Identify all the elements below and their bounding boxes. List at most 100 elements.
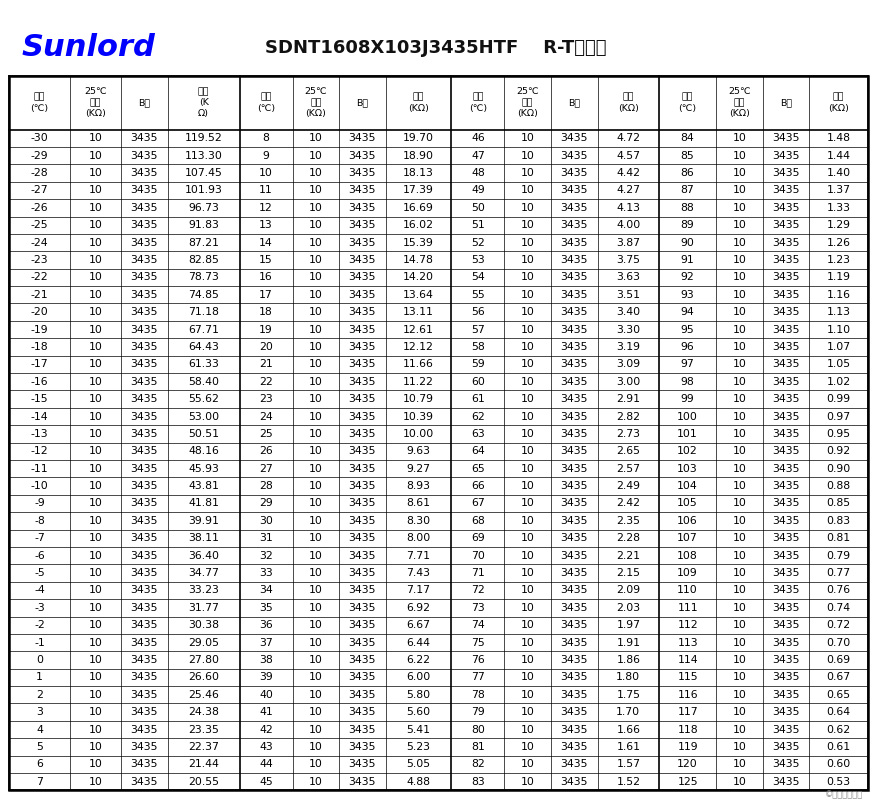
Text: 96.73: 96.73	[188, 203, 219, 213]
Text: 5.05: 5.05	[406, 759, 431, 770]
Text: 71.18: 71.18	[188, 307, 219, 317]
Text: 3435: 3435	[349, 307, 376, 317]
Text: 2.09: 2.09	[617, 586, 640, 595]
Text: 10: 10	[89, 377, 103, 386]
Text: 94: 94	[681, 307, 694, 317]
Text: 13.64: 13.64	[403, 290, 434, 300]
Text: 温度
(℃): 温度 (℃)	[31, 93, 49, 113]
Text: 4.88: 4.88	[406, 777, 431, 786]
Text: 3435: 3435	[773, 568, 800, 578]
Text: 4.42: 4.42	[617, 168, 640, 178]
Text: 25℃
阻値
(KΩ): 25℃ 阻値 (KΩ)	[85, 87, 107, 118]
Text: 107.45: 107.45	[185, 168, 222, 178]
Text: 115: 115	[678, 672, 698, 682]
Text: 55.62: 55.62	[188, 394, 219, 404]
Text: 3435: 3435	[131, 168, 158, 178]
Text: 0.95: 0.95	[827, 429, 850, 439]
Text: 22.37: 22.37	[188, 742, 219, 752]
Text: 25℃
阻値
(KΩ): 25℃ 阻値 (KΩ)	[516, 87, 539, 118]
Text: 3.40: 3.40	[617, 307, 640, 317]
Text: 85: 85	[681, 150, 694, 161]
Text: 10: 10	[89, 255, 103, 265]
Text: 109: 109	[678, 568, 698, 578]
Text: 3435: 3435	[561, 394, 588, 404]
Text: 3435: 3435	[349, 498, 376, 509]
Text: 10: 10	[521, 725, 535, 734]
Text: 10: 10	[732, 742, 746, 752]
Text: 10: 10	[732, 150, 746, 161]
Text: 10: 10	[521, 655, 535, 665]
Text: 3435: 3435	[773, 168, 800, 178]
Text: 8.61: 8.61	[406, 498, 431, 509]
Text: Sunlord: Sunlord	[22, 34, 156, 62]
Text: 16.02: 16.02	[403, 220, 434, 230]
Text: 10: 10	[89, 307, 103, 317]
Text: 95: 95	[681, 325, 694, 334]
Text: 10: 10	[521, 759, 535, 770]
Text: 3435: 3435	[349, 168, 376, 178]
Text: 3435: 3435	[773, 550, 800, 561]
Text: 3435: 3435	[561, 238, 588, 248]
Text: 10: 10	[309, 655, 323, 665]
Text: 10: 10	[309, 203, 323, 213]
Text: 10: 10	[732, 498, 746, 509]
Text: 3435: 3435	[773, 307, 800, 317]
Text: 27.80: 27.80	[188, 655, 219, 665]
Text: 3435: 3435	[131, 568, 158, 578]
Text: 3435: 3435	[349, 742, 376, 752]
Text: 19: 19	[259, 325, 273, 334]
Text: -13: -13	[31, 429, 48, 439]
Text: 64.43: 64.43	[188, 342, 219, 352]
Text: 83: 83	[471, 777, 485, 786]
Text: B値: B値	[357, 98, 369, 107]
Text: 1.86: 1.86	[617, 655, 640, 665]
Text: 10: 10	[521, 238, 535, 248]
Text: 3435: 3435	[131, 777, 158, 786]
Text: 8: 8	[262, 134, 269, 143]
Text: -7: -7	[34, 534, 44, 543]
Text: 62: 62	[471, 411, 485, 422]
Text: 14.78: 14.78	[403, 255, 434, 265]
Text: 73: 73	[471, 603, 485, 613]
Text: 111: 111	[678, 603, 698, 613]
Text: 4.57: 4.57	[617, 150, 640, 161]
Text: 3435: 3435	[131, 429, 158, 439]
Text: 3435: 3435	[349, 759, 376, 770]
Text: 7.71: 7.71	[406, 550, 431, 561]
Text: 3435: 3435	[773, 620, 800, 630]
Text: 3435: 3435	[349, 272, 376, 282]
Text: 30: 30	[259, 516, 273, 526]
Text: 0.69: 0.69	[827, 655, 850, 665]
Text: 79: 79	[471, 707, 485, 717]
Text: 74.85: 74.85	[188, 290, 219, 300]
Text: 10: 10	[521, 272, 535, 282]
Text: 4.13: 4.13	[617, 203, 640, 213]
Text: 3435: 3435	[131, 725, 158, 734]
Text: 0.62: 0.62	[827, 725, 850, 734]
Text: 3435: 3435	[773, 777, 800, 786]
Text: 98: 98	[681, 377, 694, 386]
Text: 3435: 3435	[773, 186, 800, 195]
Text: 13.11: 13.11	[403, 307, 434, 317]
Text: 10: 10	[309, 238, 323, 248]
Text: 10: 10	[732, 516, 746, 526]
Text: 2.28: 2.28	[617, 534, 640, 543]
Text: 10: 10	[521, 377, 535, 386]
Text: 105: 105	[678, 498, 698, 509]
Text: 温度
(℃): 温度 (℃)	[678, 93, 697, 113]
Text: 3435: 3435	[349, 690, 376, 700]
Text: 10: 10	[309, 446, 323, 456]
Text: 10: 10	[521, 672, 535, 682]
Text: 1.29: 1.29	[827, 220, 850, 230]
Text: 3435: 3435	[131, 307, 158, 317]
Text: 10: 10	[732, 638, 746, 647]
Text: 10: 10	[521, 534, 535, 543]
Text: 31: 31	[259, 534, 273, 543]
Text: -26: -26	[31, 203, 48, 213]
Text: 10: 10	[521, 150, 535, 161]
Text: 40: 40	[259, 690, 273, 700]
Text: 10: 10	[89, 725, 103, 734]
Text: 3435: 3435	[131, 759, 158, 770]
Text: 10: 10	[521, 620, 535, 630]
Text: 3435: 3435	[349, 150, 376, 161]
